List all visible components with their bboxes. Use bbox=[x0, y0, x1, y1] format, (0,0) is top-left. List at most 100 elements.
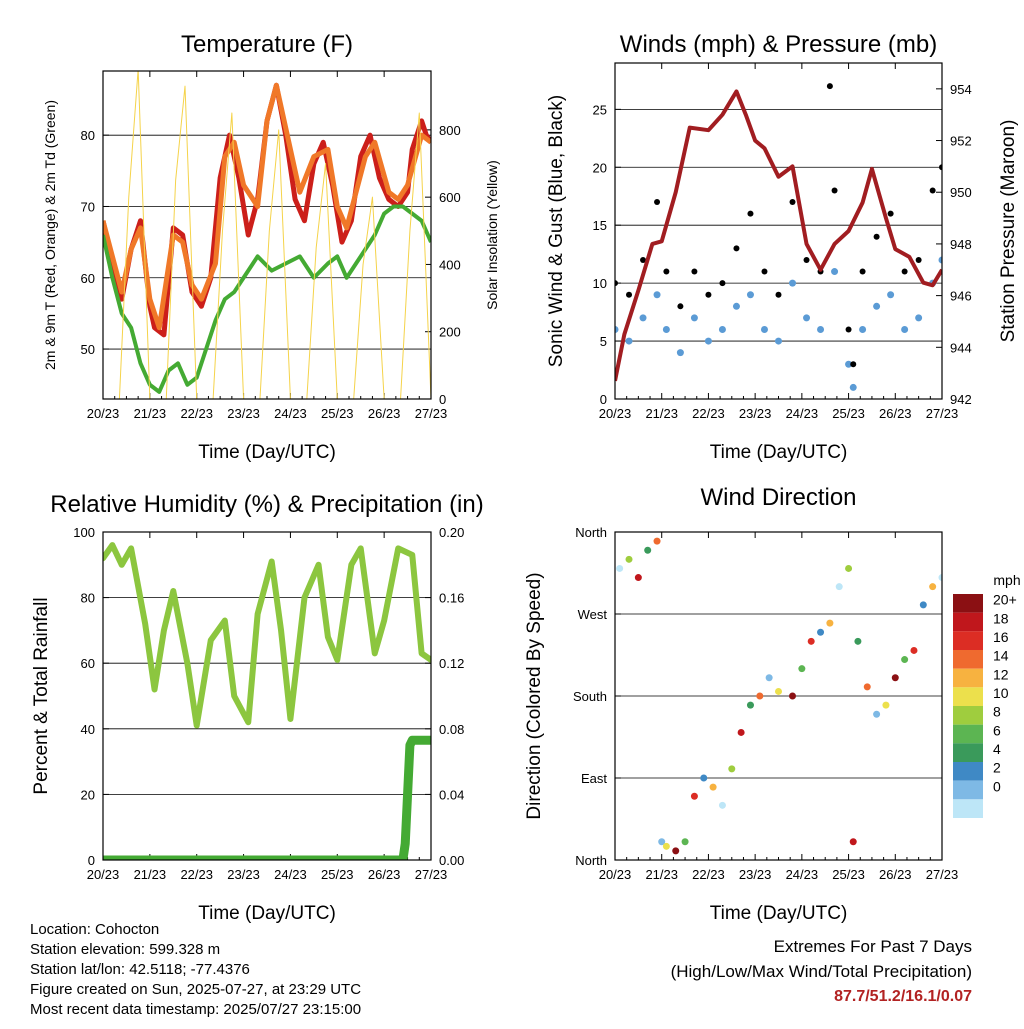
y-axis-label: Sonic Wind & Gust (Blue, Black) bbox=[546, 95, 567, 367]
x-tick-label: 25/23 bbox=[321, 406, 354, 421]
gust-point bbox=[761, 268, 768, 275]
wind-point bbox=[901, 325, 909, 333]
gust-point bbox=[873, 233, 880, 240]
x-axis-label: Time (Day/UTC) bbox=[710, 442, 848, 463]
y-tick-label: 40 bbox=[81, 722, 95, 737]
direction-point bbox=[901, 656, 909, 664]
wind-point bbox=[732, 302, 740, 310]
y-tick-label: 60 bbox=[81, 271, 95, 286]
legend-swatch bbox=[953, 762, 983, 781]
gust-point bbox=[747, 210, 754, 217]
y-right-tick-label: 0.04 bbox=[439, 787, 464, 802]
direction-point bbox=[910, 646, 918, 654]
wind-point bbox=[817, 325, 825, 333]
direction-point bbox=[798, 665, 806, 673]
gust-point bbox=[615, 280, 618, 287]
gust-point bbox=[705, 291, 712, 298]
direction-point bbox=[634, 574, 642, 582]
legend-label: 2 bbox=[993, 760, 1001, 776]
wind-point bbox=[849, 383, 857, 391]
wind-point bbox=[873, 302, 881, 310]
plot-frame bbox=[102, 531, 432, 861]
precip-line bbox=[103, 735, 431, 860]
legend-label: 0 bbox=[993, 778, 1001, 794]
wind-point bbox=[775, 337, 782, 345]
x-tick-label: 26/23 bbox=[368, 406, 401, 421]
legend-swatch bbox=[953, 631, 983, 650]
gust-point bbox=[733, 245, 740, 252]
plot-frame bbox=[614, 62, 943, 400]
y-right-axis-label: Solar Insolation (Yellow) bbox=[484, 160, 500, 310]
y-tick-label: 10 bbox=[593, 276, 607, 291]
humidity-precip-panel: Relative Humidity (%) & Precipitation (i… bbox=[31, 491, 484, 924]
y-tick-label: 80 bbox=[81, 591, 95, 606]
gust-point bbox=[640, 256, 647, 263]
wind-point bbox=[887, 291, 895, 299]
y-tick-label: 60 bbox=[81, 656, 95, 671]
y-right-tick-label: 954 bbox=[950, 82, 972, 97]
wind-point bbox=[760, 325, 768, 333]
y-right-tick-label: 400 bbox=[439, 257, 461, 272]
rh-line bbox=[103, 542, 431, 729]
wind-point bbox=[704, 337, 712, 345]
y-right-tick-label: 600 bbox=[439, 190, 461, 205]
legend-label: 6 bbox=[993, 722, 1001, 738]
direction-point bbox=[728, 765, 736, 773]
x-tick-label: 23/23 bbox=[227, 406, 260, 421]
y-right-tick-label: 0.20 bbox=[439, 525, 464, 540]
x-tick-label: 23/23 bbox=[227, 867, 260, 882]
x-tick-label: 21/23 bbox=[645, 406, 678, 421]
x-tick-label: 26/23 bbox=[879, 867, 912, 882]
y-right-tick-label: 948 bbox=[950, 237, 972, 252]
direction-point bbox=[845, 564, 853, 572]
legend-swatch bbox=[953, 799, 983, 818]
y-right-tick-label: 800 bbox=[439, 123, 461, 138]
direction-point bbox=[681, 838, 689, 846]
legend-label: 18 bbox=[993, 610, 1009, 626]
legend-swatch bbox=[953, 706, 983, 725]
legend-swatch bbox=[953, 668, 983, 688]
gust-point bbox=[859, 268, 866, 275]
y-tick-label: 25 bbox=[593, 102, 607, 117]
wind-point bbox=[690, 314, 698, 322]
gust-point bbox=[654, 199, 661, 206]
y-tick-label: 5 bbox=[600, 334, 607, 349]
x-tick-label: 21/23 bbox=[134, 867, 167, 882]
speed-color-legend: mph 20+ 18 16 14 12 10 8 6 4 2 0 bbox=[953, 572, 1021, 818]
direction-point bbox=[817, 628, 825, 636]
direction-point bbox=[690, 792, 698, 800]
station-latlon: Station lat/lon: 42.5118; -77.4376 bbox=[30, 961, 250, 978]
y-right-tick-label: 0.12 bbox=[439, 656, 464, 671]
direction-point bbox=[709, 783, 717, 791]
direction-point bbox=[616, 564, 624, 572]
y-tick-label: East bbox=[581, 771, 607, 786]
legend-label: 14 bbox=[993, 648, 1009, 664]
direction-point bbox=[849, 838, 857, 846]
direction-point bbox=[625, 555, 633, 563]
direction-point bbox=[919, 601, 927, 609]
y-right-tick-label: 200 bbox=[439, 325, 461, 340]
recent-timestamp: Most recent data timestamp: 2025/07/27 2… bbox=[30, 1001, 362, 1018]
x-axis-label: Time (Day/UTC) bbox=[198, 442, 336, 463]
legend-label: 8 bbox=[993, 704, 1001, 720]
x-axis-label: Time (Day/UTC) bbox=[710, 903, 848, 924]
x-tick-label: 20/23 bbox=[599, 867, 632, 882]
y-tick-label: 20 bbox=[81, 787, 95, 802]
x-tick-label: 22/23 bbox=[180, 406, 213, 421]
station-info: Location: Cohocton Station elevation: 59… bbox=[30, 920, 361, 1020]
x-tick-label: 24/23 bbox=[274, 867, 307, 882]
direction-point bbox=[789, 692, 797, 700]
direction-point bbox=[662, 842, 670, 850]
x-tick-label: 25/23 bbox=[832, 867, 865, 882]
legend-swatch bbox=[953, 594, 983, 613]
y-tick-label: 70 bbox=[81, 199, 95, 214]
station-location: Location: Cohocton bbox=[30, 921, 160, 938]
gust-point bbox=[691, 268, 698, 275]
y-tick-label: 0 bbox=[600, 392, 607, 407]
x-tick-label: 27/23 bbox=[415, 867, 448, 882]
direction-point bbox=[826, 619, 834, 627]
wind-point bbox=[653, 291, 661, 299]
temperature-panel: Temperature (F)50607080020040060080020/2… bbox=[42, 31, 500, 463]
wind-point bbox=[676, 349, 684, 357]
x-tick-label: 20/23 bbox=[87, 406, 120, 421]
